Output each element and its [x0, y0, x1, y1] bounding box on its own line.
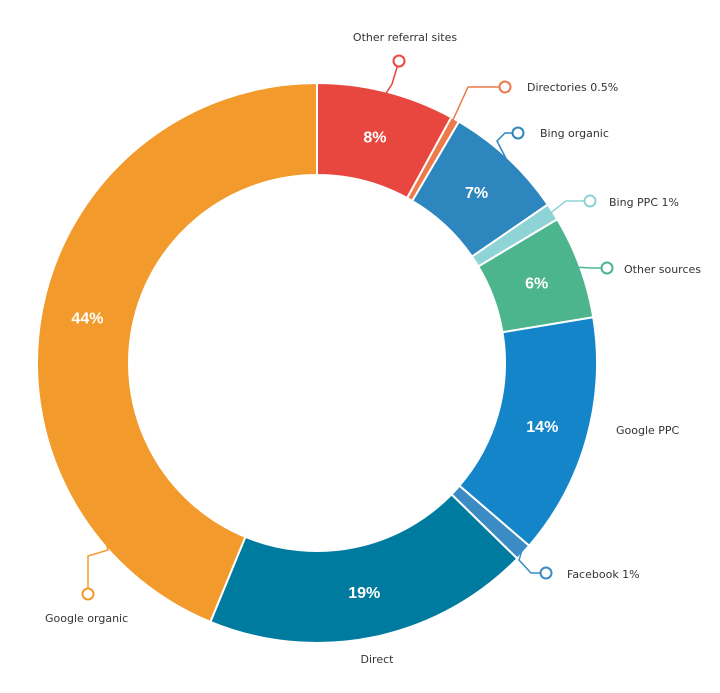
pct-label-google-ppc: 14%: [526, 419, 558, 436]
leader-marker-google-organic: [81, 587, 95, 601]
callout-label-other-referral-sites: Other referral sites: [353, 31, 457, 44]
leader-marker-directories: [498, 80, 512, 94]
leader-line-bing-ppc: [550, 200, 590, 214]
callout-label-directories: Directories 0.5%: [527, 81, 618, 94]
pct-label-other-referral-sites: 8%: [363, 129, 386, 146]
pct-label-other-sources: 6%: [525, 275, 548, 292]
slice-direct: [209, 492, 519, 644]
callout-label-facebook: Facebook 1%: [567, 568, 640, 581]
slice-google-organic: [36, 81, 318, 624]
leader-marker-other-sources: [600, 261, 614, 275]
leader-marker-facebook: [539, 566, 553, 580]
callout-label-bing-organic: Bing organic: [540, 127, 609, 140]
callout-label-bing-ppc: Bing PPC 1%: [609, 196, 679, 209]
leader-marker-bing-organic: [511, 126, 525, 140]
leader-line-facebook: [518, 550, 546, 574]
leader-line-directories: [452, 86, 505, 122]
callout-label-other-sources: Other sources: [624, 263, 701, 276]
callout-label-google-organic: Google organic: [45, 612, 128, 625]
leader-line-other-referral-sites: [385, 60, 400, 95]
pct-label-bing-organic: 7%: [465, 185, 488, 202]
pct-label-google-organic: 44%: [71, 311, 103, 328]
pct-label-direct: 19%: [348, 585, 380, 602]
callout-label-google-ppc: Google PPC: [616, 424, 680, 437]
leader-marker-other-referral-sites: [392, 54, 406, 68]
leader-marker-bing-ppc: [583, 194, 597, 208]
leader-line-google-organic: [43, 308, 109, 594]
callout-label-direct: Direct: [361, 653, 395, 666]
